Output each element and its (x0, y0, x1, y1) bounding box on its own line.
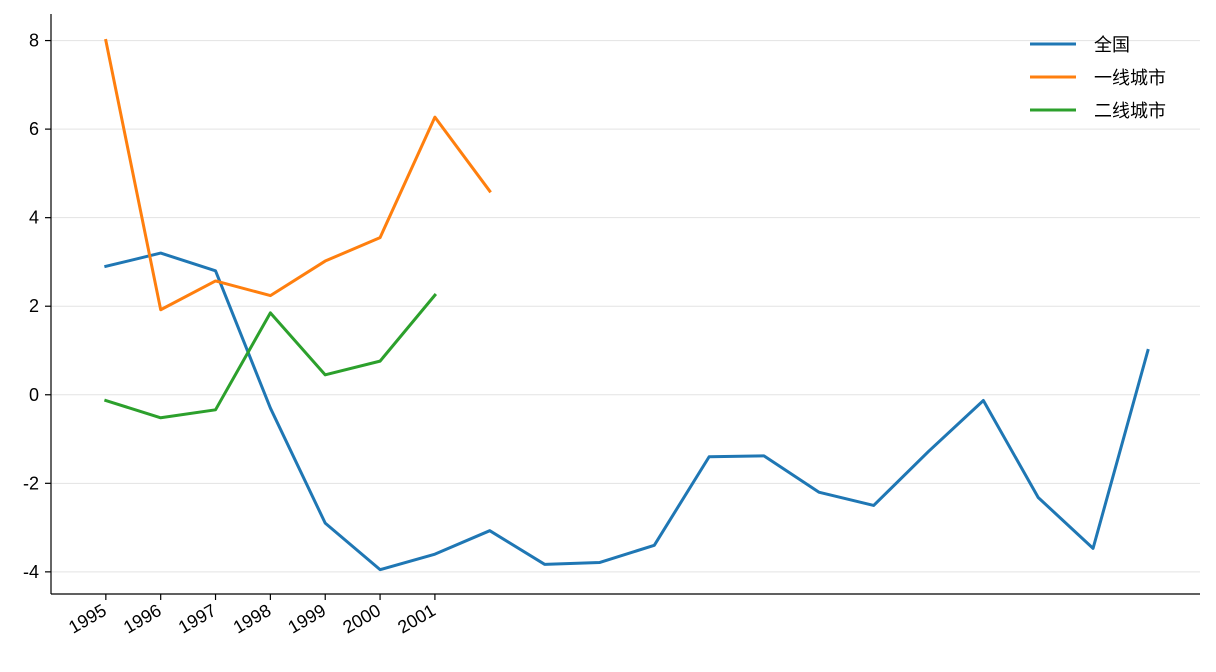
x-tick-label: 1995 (65, 600, 110, 637)
x-tick-label: 1998 (230, 600, 275, 637)
y-tick-label: 4 (29, 208, 39, 228)
y-axis-ticks: -4 -2 0 2 4 6 8 (23, 31, 51, 582)
y-tick-label: 0 (29, 385, 39, 405)
x-tick-label: 1999 (285, 600, 330, 637)
legend-label-0: 全国 (1094, 35, 1130, 55)
y-tick-label: 6 (29, 119, 39, 139)
x-tick-label: 2001 (394, 600, 439, 637)
y-tick-label: 8 (29, 31, 39, 51)
y-tick-label: -4 (23, 562, 39, 582)
axes (50, 14, 1200, 595)
series-lines (103, 38, 1150, 572)
x-axis-ticks: 1995 1996 1997 1998 1999 2000 2001 (65, 594, 439, 637)
legend-label-1: 一线城市 (1094, 68, 1166, 88)
series-line-2 (103, 293, 438, 420)
legend-label-2: 二线城市 (1094, 101, 1166, 121)
series-line-1 (104, 38, 492, 312)
gridlines (51, 40, 1200, 573)
series-line-0 (104, 251, 1150, 572)
x-tick-label: 1997 (175, 600, 220, 637)
x-tick-label: 1996 (120, 600, 165, 637)
y-tick-label: 2 (29, 296, 39, 316)
x-tick-label: 2000 (339, 600, 384, 637)
y-tick-label: -2 (23, 473, 39, 493)
